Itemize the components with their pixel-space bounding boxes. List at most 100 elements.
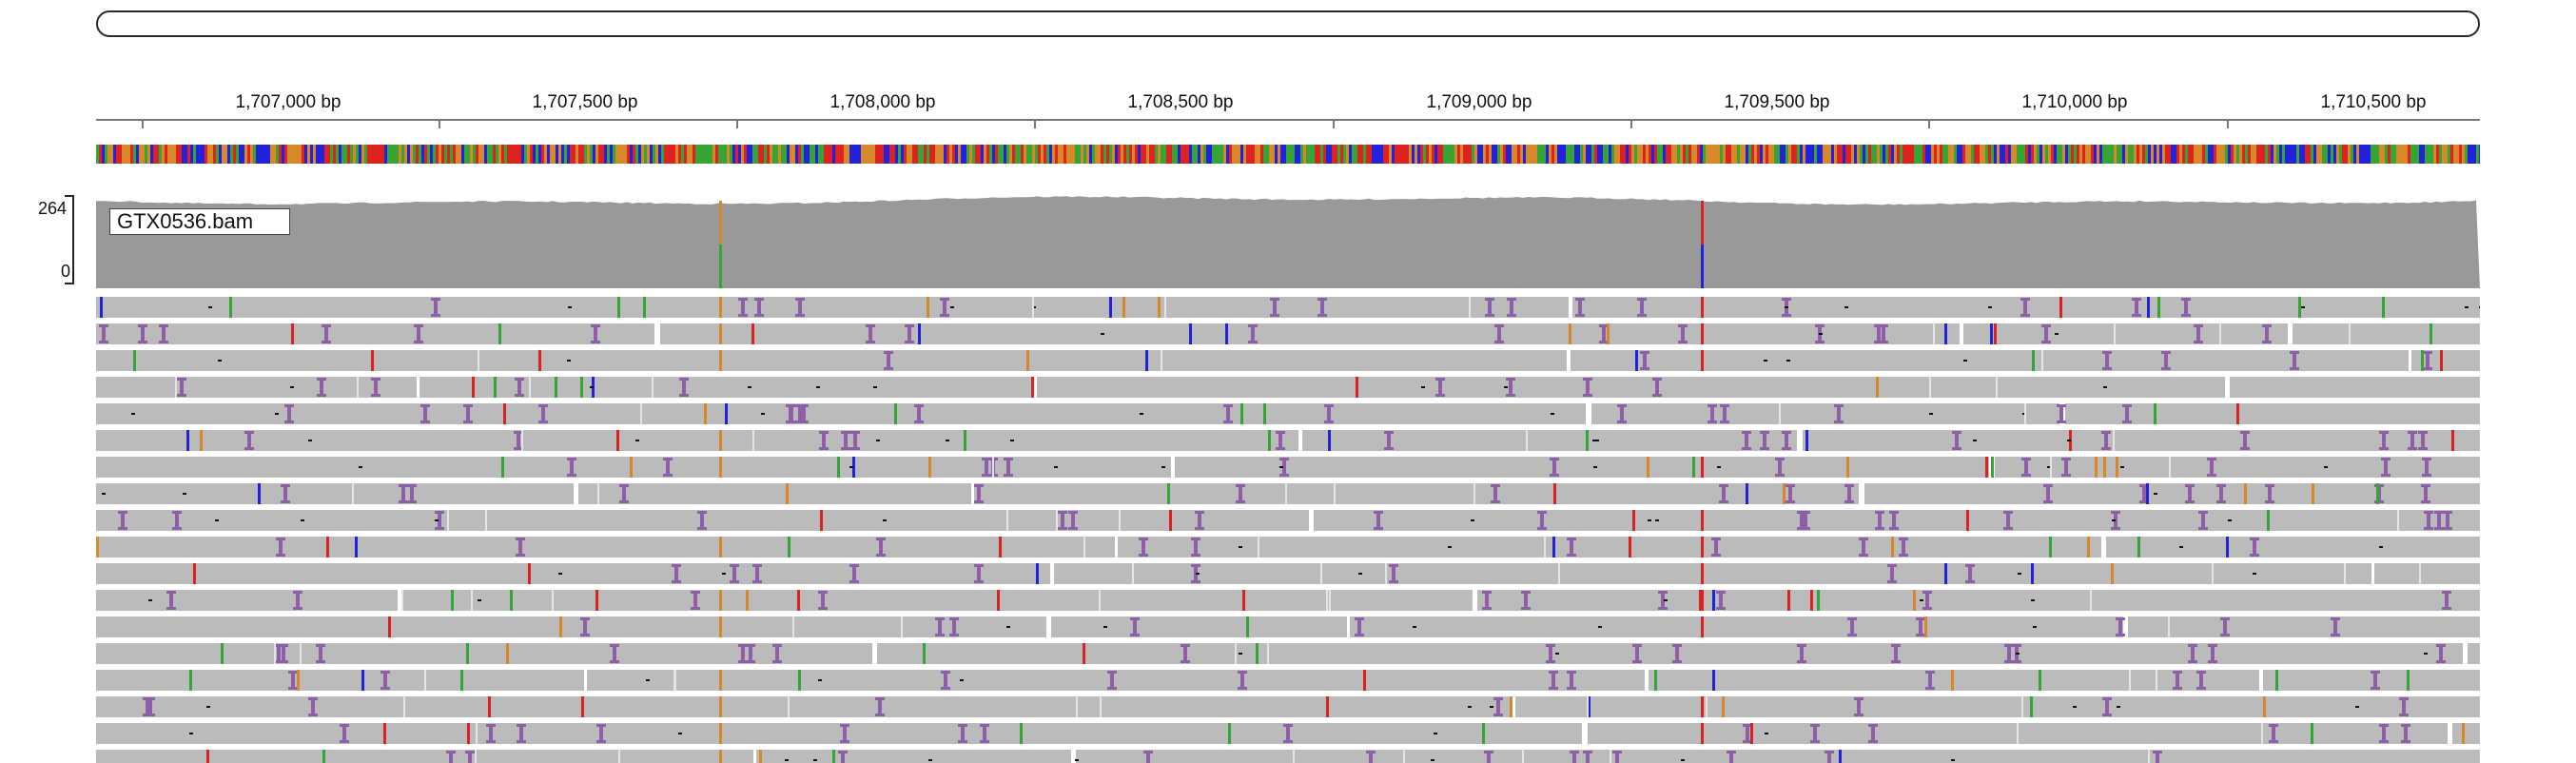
- read-boundary: [521, 430, 523, 451]
- sequence-base: [2296, 145, 2299, 164]
- insertion-cap: [2220, 634, 2230, 636]
- sequence-base: [2228, 145, 2231, 164]
- sequence-base: [1591, 145, 1594, 164]
- read-boundary: [403, 696, 405, 717]
- sequence-base: [1041, 145, 1044, 164]
- sequence-base: [2448, 145, 2450, 164]
- sequence-base: [867, 145, 869, 164]
- alignment-reads-track[interactable]: [96, 297, 2480, 763]
- insertion-marker: [1004, 458, 1013, 477]
- mismatch-base: [189, 670, 192, 691]
- sequence-base: [938, 145, 941, 164]
- sequence-base: [316, 145, 319, 164]
- insertion-marker: [875, 697, 885, 716]
- insertion-stem: [175, 511, 179, 530]
- sequence-base: [1649, 145, 1651, 164]
- sequence-base: [1968, 145, 1971, 164]
- sequence-base: [1163, 145, 1166, 164]
- insertion-cap: [914, 421, 924, 423]
- sequence-base: [2128, 145, 2131, 164]
- sequence-base: [1954, 145, 1957, 164]
- insertion-stem: [438, 511, 441, 530]
- sequence-base: [202, 145, 205, 164]
- insertion-cap: [407, 500, 417, 503]
- mismatch-base: [2244, 483, 2247, 504]
- sequence-base: [898, 145, 901, 164]
- insertion-cap: [2003, 527, 2013, 530]
- coverage-track[interactable]: [96, 193, 2480, 288]
- sequence-base: [1723, 145, 1726, 164]
- locus-search-input[interactable]: [96, 10, 2480, 37]
- insertion-stem: [1278, 431, 1282, 450]
- insertion-cap: [2269, 740, 2278, 743]
- sequence-base: [2148, 145, 2151, 164]
- sequence-base: [1617, 145, 1620, 164]
- insertion-stem: [1570, 538, 1573, 557]
- insertion-stem: [2176, 671, 2179, 690]
- insertion-stem: [2219, 484, 2223, 503]
- deletion-mark: [2179, 546, 2183, 548]
- sequence-base: [1483, 145, 1486, 164]
- deletion-mark: [2465, 306, 2469, 308]
- sequence-base: [627, 145, 630, 164]
- mismatch-base: [1356, 377, 1358, 398]
- mismatch-base: [1966, 510, 1969, 531]
- sequence-base: [1780, 145, 1783, 164]
- insertion-marker: [2198, 511, 2208, 530]
- insertion-stem: [1392, 564, 1395, 583]
- mismatch-base: [1240, 403, 1243, 424]
- insertion-cap: [1844, 500, 1854, 503]
- insertion-marker: [1324, 404, 1334, 423]
- insertion-cap: [2265, 500, 2274, 503]
- sequence-base: [744, 145, 747, 164]
- insertion-cap: [381, 687, 390, 690]
- mismatch-base: [751, 323, 754, 344]
- sequence-base: [864, 145, 867, 164]
- mismatch-base: [1991, 457, 1994, 478]
- sequence-base: [1766, 145, 1768, 164]
- read-boundary: [1119, 510, 1121, 531]
- insertion-cap: [99, 341, 108, 343]
- insertion-marker: [1719, 484, 1728, 503]
- insertion-marker: [1847, 617, 1857, 636]
- sequence-base: [210, 145, 213, 164]
- sequence-base: [330, 145, 333, 164]
- insertion-marker: [166, 591, 176, 610]
- sequence-base: [1688, 145, 1691, 164]
- sequence-base: [2348, 145, 2351, 164]
- deletion-mark: [1448, 546, 1452, 548]
- deletion-mark: [1471, 519, 1474, 521]
- mismatch-base: [2031, 563, 2034, 584]
- sequence-base: [227, 145, 230, 164]
- sequence-base: [641, 145, 644, 164]
- sequence-base: [1526, 145, 1529, 164]
- insertion-cap: [2101, 447, 2111, 450]
- sequence-base: [1423, 145, 1426, 164]
- sequence-base: [1357, 145, 1360, 164]
- variant-column-base: [719, 457, 722, 478]
- sequence-base: [404, 145, 407, 164]
- sequence-base: [1726, 145, 1728, 164]
- sequence-base: [2410, 145, 2413, 164]
- sequence-base: [1860, 145, 1863, 164]
- insertion-stem: [1919, 617, 1922, 636]
- sequence-base: [844, 145, 847, 164]
- sequence-base: [613, 145, 615, 164]
- sequence-base: [1292, 145, 1295, 164]
- sequence-base: [1238, 145, 1240, 164]
- variant-column-base: [719, 616, 722, 637]
- insertion-cap: [1782, 314, 1791, 317]
- insertion-marker: [1859, 538, 1868, 557]
- insertion-cap: [1847, 634, 1857, 636]
- sequence-base: [2371, 145, 2373, 164]
- insertion-marker: [1775, 458, 1785, 477]
- sequence-base: [2459, 145, 2462, 164]
- sequence-base: [604, 145, 607, 164]
- sequence-base: [2396, 145, 2399, 164]
- ruler-tick-label: 1,707,500 bp: [532, 92, 638, 112]
- sequence-base: [772, 145, 775, 164]
- sequence-base: [2045, 145, 2048, 164]
- insertion-marker: [1786, 484, 1795, 503]
- sequence-base: [2399, 145, 2402, 164]
- read-boundary: [471, 590, 473, 611]
